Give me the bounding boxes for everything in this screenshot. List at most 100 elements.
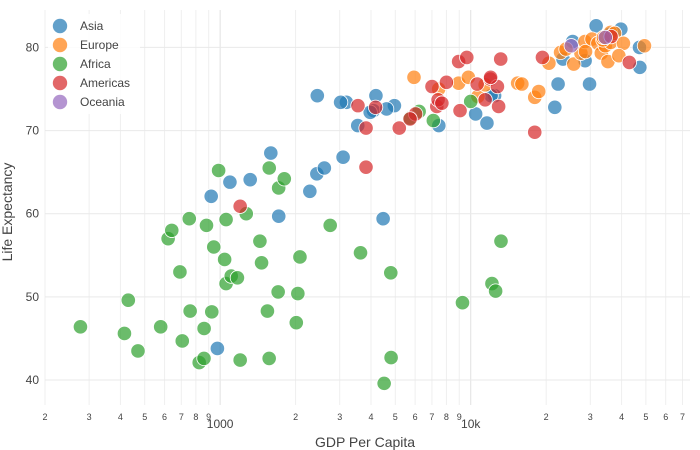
point-americas-24[interactable] xyxy=(482,69,499,85)
legend-item-americas[interactable]: Americas xyxy=(52,75,130,91)
point-africa-36[interactable] xyxy=(322,217,338,233)
point-oceania-1[interactable] xyxy=(597,29,613,46)
point-africa-27[interactable] xyxy=(259,303,276,319)
point-africa-16[interactable] xyxy=(206,239,222,255)
point-africa-17[interactable] xyxy=(211,162,227,179)
point-oceania-0[interactable] xyxy=(563,38,579,54)
point-africa-18[interactable] xyxy=(217,251,233,268)
point-africa-20[interactable] xyxy=(218,211,234,228)
legend-label-africa: Africa xyxy=(80,57,111,71)
point-americas-19[interactable] xyxy=(527,124,543,140)
point-africa-1[interactable] xyxy=(116,325,133,342)
x-tick-label-18: 2 xyxy=(544,412,549,422)
point-americas-14[interactable] xyxy=(469,76,485,92)
point-africa-29[interactable] xyxy=(261,160,277,176)
point-americas-18[interactable] xyxy=(491,98,507,115)
legend-item-europe[interactable]: Europe xyxy=(52,37,119,53)
point-asia-22[interactable] xyxy=(479,115,495,131)
point-europe-16[interactable] xyxy=(577,43,594,60)
point-africa-45[interactable] xyxy=(488,283,504,299)
point-africa-46[interactable] xyxy=(493,233,509,249)
point-americas-17[interactable] xyxy=(493,51,509,67)
point-asia-30[interactable] xyxy=(581,76,598,92)
point-asia-25[interactable] xyxy=(547,99,563,115)
point-africa-3[interactable] xyxy=(130,343,146,359)
point-asia-9[interactable] xyxy=(302,183,318,199)
point-asia-6[interactable] xyxy=(309,88,325,104)
point-africa-23[interactable] xyxy=(232,352,248,368)
point-africa-32[interactable] xyxy=(276,171,292,187)
point-africa-40[interactable] xyxy=(383,349,399,366)
point-europe-9[interactable] xyxy=(531,83,547,100)
point-americas-7[interactable] xyxy=(402,111,418,127)
point-asia-5[interactable] xyxy=(271,208,287,224)
point-africa-10[interactable] xyxy=(182,303,198,319)
x-tick-label-7: 9 xyxy=(206,412,211,422)
point-americas-1[interactable] xyxy=(350,98,366,114)
point-africa-28[interactable] xyxy=(261,350,277,367)
point-asia-8[interactable] xyxy=(316,160,332,176)
point-americas-4[interactable] xyxy=(391,120,407,136)
point-americas-3[interactable] xyxy=(358,120,374,136)
x-tick-label-19: 3 xyxy=(588,412,593,422)
point-africa-2[interactable] xyxy=(120,292,136,308)
legend[interactable]: Asia Europe Africa Americas Oceania xyxy=(48,14,140,114)
point-africa-9[interactable] xyxy=(181,211,197,227)
legend-item-asia[interactable]: Asia xyxy=(52,18,104,34)
point-africa-43[interactable] xyxy=(454,295,471,311)
point-africa-7[interactable] xyxy=(172,264,188,280)
point-africa-0[interactable] xyxy=(72,319,89,335)
point-africa-14[interactable] xyxy=(198,217,215,233)
point-africa-6[interactable] xyxy=(164,222,180,238)
point-africa-8[interactable] xyxy=(174,333,190,349)
point-asia-4[interactable] xyxy=(263,145,279,161)
point-africa-26[interactable] xyxy=(253,255,270,271)
point-africa-30[interactable] xyxy=(270,284,286,300)
point-africa-34[interactable] xyxy=(290,285,306,302)
x-tick-label-5: 7 xyxy=(179,412,184,422)
point-europe-26[interactable] xyxy=(636,38,653,54)
point-americas-5[interactable] xyxy=(358,159,374,175)
point-africa-13[interactable] xyxy=(196,350,212,367)
point-americas-23[interactable] xyxy=(477,92,493,108)
point-asia-2[interactable] xyxy=(203,188,219,204)
point-africa-12[interactable] xyxy=(196,320,212,337)
point-americas-22[interactable] xyxy=(621,54,637,70)
point-asia-1[interactable] xyxy=(222,174,238,190)
legend-item-africa[interactable]: Africa xyxy=(52,56,111,72)
point-asia-15[interactable] xyxy=(375,211,391,227)
point-africa-35[interactable] xyxy=(292,249,308,265)
point-europe-13[interactable] xyxy=(566,56,582,72)
point-europe-0[interactable] xyxy=(406,69,422,85)
point-africa-15[interactable] xyxy=(204,304,220,320)
x-tick-label-3: 5 xyxy=(142,412,147,422)
point-africa-22[interactable] xyxy=(229,270,246,286)
point-americas-0[interactable] xyxy=(232,198,248,214)
point-americas-26[interactable] xyxy=(438,74,455,90)
legend-item-oceania[interactable]: Oceania xyxy=(52,94,125,110)
point-americas-2[interactable] xyxy=(367,99,384,115)
point-asia-11[interactable] xyxy=(335,149,351,165)
point-africa-37[interactable] xyxy=(352,245,369,261)
point-africa-42[interactable] xyxy=(425,113,441,129)
point-europe-7[interactable] xyxy=(514,76,530,92)
x-tick-label-2: 4 xyxy=(118,412,123,422)
point-americas-25[interactable] xyxy=(434,95,450,111)
x-tick-label-20: 4 xyxy=(619,412,624,422)
point-africa-38[interactable] xyxy=(376,375,392,391)
x-tick-label-0: 2 xyxy=(42,412,47,422)
point-asia-3[interactable] xyxy=(242,172,258,188)
point-africa-4[interactable] xyxy=(153,319,169,335)
point-africa-33[interactable] xyxy=(288,315,304,331)
point-americas-20[interactable] xyxy=(534,49,551,66)
point-americas-12[interactable] xyxy=(452,103,468,119)
x-tick-label-17: 10k xyxy=(461,417,481,431)
point-asia-12[interactable] xyxy=(333,94,349,110)
legend-label-asia: Asia xyxy=(80,19,104,33)
point-americas-13[interactable] xyxy=(459,49,475,66)
point-africa-39[interactable] xyxy=(383,265,399,281)
point-asia-26[interactable] xyxy=(550,76,566,92)
point-americas-8[interactable] xyxy=(424,78,440,95)
point-asia-0[interactable] xyxy=(209,340,225,357)
point-africa-25[interactable] xyxy=(252,233,268,249)
